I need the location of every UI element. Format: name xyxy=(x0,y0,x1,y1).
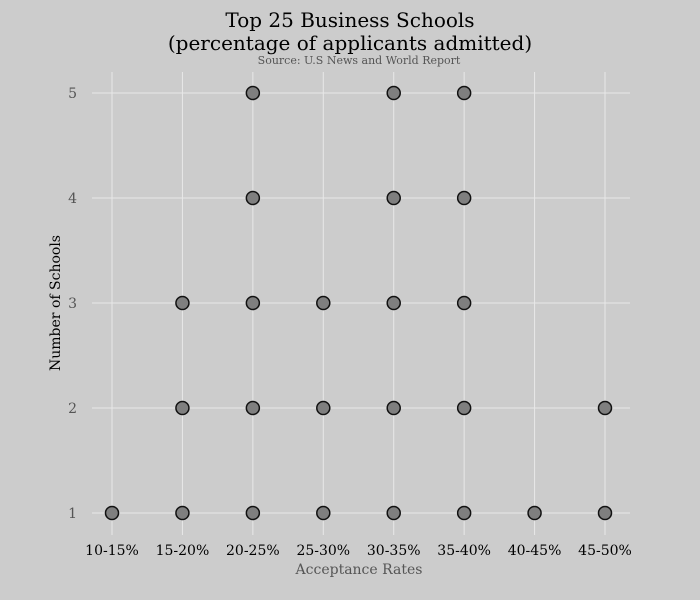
data-point xyxy=(245,400,261,416)
data-point xyxy=(527,505,542,521)
y-tick-label: 3 xyxy=(68,296,77,312)
data-point xyxy=(386,400,401,416)
x-tick-label: 30-35% xyxy=(367,543,421,559)
data-point xyxy=(597,400,613,416)
x-tick-label: 15-20% xyxy=(156,543,210,559)
data-point xyxy=(175,295,190,311)
data-point xyxy=(245,190,261,206)
x-tick-label: 45-50% xyxy=(578,543,632,559)
data-point xyxy=(456,400,472,416)
data-point xyxy=(316,505,331,521)
y-axis-label: Number of Schools xyxy=(48,235,64,371)
data-point xyxy=(456,295,472,311)
x-tick-label: 35-40% xyxy=(437,543,491,559)
data-point xyxy=(316,400,331,416)
data-point xyxy=(245,295,261,311)
data-points xyxy=(104,85,613,521)
data-point xyxy=(456,505,472,521)
data-point xyxy=(597,505,613,521)
x-tick-label: 25-30% xyxy=(296,543,350,559)
data-point xyxy=(386,505,401,521)
data-point xyxy=(104,505,120,521)
data-point xyxy=(456,190,472,206)
y-tick-labels: 1 2 3 4 5 xyxy=(68,86,77,522)
y-tick-label: 1 xyxy=(68,506,77,522)
grid-lines xyxy=(92,72,630,535)
x-tick-label: 20-25% xyxy=(226,543,280,559)
data-point xyxy=(316,295,331,311)
x-tick-labels: 10-15% 15-20% 20-25% 25-30% 30-35% 35-40% 40-4… xyxy=(85,543,632,559)
data-point xyxy=(386,190,401,206)
data-point xyxy=(456,85,472,101)
data-point xyxy=(245,505,261,521)
chart-title-line-2: (percentage of applicants admitted) xyxy=(168,31,532,55)
x-axis-label: Acceptance Rates xyxy=(295,562,423,578)
y-tick-label: 4 xyxy=(68,191,77,207)
y-tick-label: 5 xyxy=(68,86,77,102)
data-point xyxy=(175,400,190,416)
data-point xyxy=(175,505,190,521)
data-point xyxy=(245,85,261,101)
x-tick-label: 10-15% xyxy=(85,543,139,559)
data-point xyxy=(386,85,401,101)
y-tick-label: 2 xyxy=(68,401,77,417)
data-point xyxy=(386,295,401,311)
x-tick-label: 40-45% xyxy=(508,543,562,559)
chart-subtitle: Source: U.S News and World Report xyxy=(258,54,461,67)
chart-title-line-1: Top 25 Business Schools xyxy=(225,8,474,32)
